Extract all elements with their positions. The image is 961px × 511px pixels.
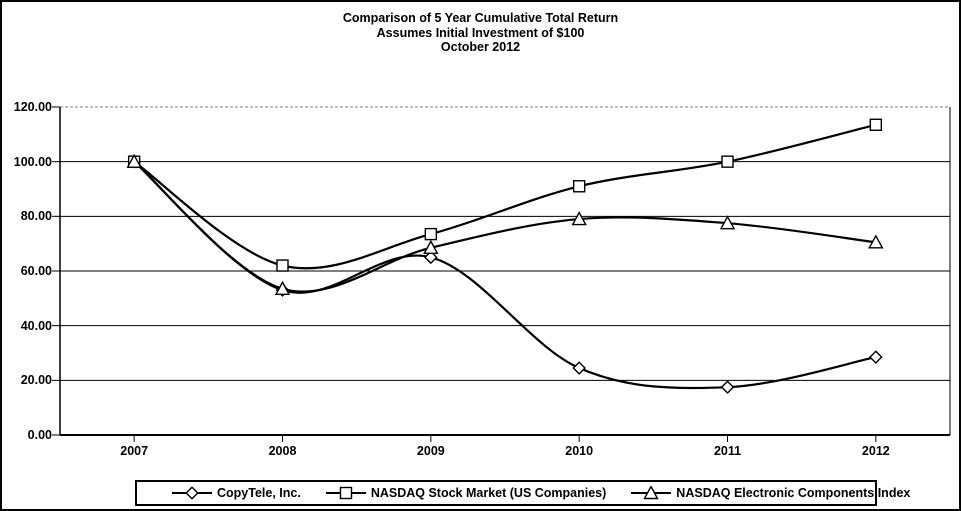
data-point-marker bbox=[274, 280, 291, 295]
series-line bbox=[133, 160, 876, 293]
chart-title-line2: Assumes Initial Investment of $100 bbox=[376, 25, 585, 40]
data-point-marker bbox=[571, 211, 587, 226]
y-axis-label: 80.00 bbox=[20, 209, 52, 224]
data-point-marker bbox=[868, 234, 884, 249]
y-axis-label: 20.00 bbox=[20, 373, 52, 388]
chart-title: Comparison of 5 Year Cumulative Total Re… bbox=[2, 11, 959, 55]
series-square bbox=[127, 118, 883, 272]
series-diamond bbox=[127, 154, 883, 394]
legend-diamond-icon bbox=[172, 486, 212, 500]
chart-title-line1: Comparison of 5 Year Cumulative Total Re… bbox=[342, 11, 619, 25]
data-point-marker bbox=[572, 361, 586, 375]
chart-title-line3: October 2012 bbox=[440, 40, 521, 54]
legend-item: NASDAQ Electronic Components Index bbox=[629, 486, 910, 500]
series-triangle bbox=[126, 153, 884, 295]
x-axis-label: 2007 bbox=[120, 444, 149, 458]
data-point-marker bbox=[869, 350, 883, 364]
legend-item: CopyTele, Inc. bbox=[170, 486, 301, 500]
legend-marker bbox=[643, 486, 659, 500]
y-axis-label: 100.00 bbox=[13, 154, 52, 169]
legend-marker bbox=[185, 486, 199, 500]
data-point-marker bbox=[423, 239, 439, 254]
series-line bbox=[133, 160, 877, 390]
data-point-marker bbox=[126, 153, 142, 168]
data-point-marker bbox=[720, 380, 735, 394]
y-axis-label: 40.00 bbox=[20, 318, 52, 333]
x-axis-label: 2010 bbox=[565, 444, 594, 458]
y-axis-label: 120.00 bbox=[13, 100, 52, 114]
y-axis-label: 60.00 bbox=[20, 264, 52, 278]
x-axis-label: 2012 bbox=[861, 444, 890, 458]
legend-label: NASDAQ Stock Market (US Companies) bbox=[370, 486, 607, 500]
x-axis-label: 2008 bbox=[268, 444, 297, 458]
legend-square-icon bbox=[325, 486, 366, 500]
series-line bbox=[133, 123, 877, 270]
data-point-marker bbox=[869, 118, 883, 131]
data-point-marker bbox=[721, 155, 734, 168]
legend-label: NASDAQ Electronic Components Index bbox=[676, 486, 911, 500]
data-point-marker bbox=[719, 215, 736, 230]
data-point-marker bbox=[424, 250, 438, 265]
legend-marker bbox=[339, 486, 353, 500]
x-axis-label: 2009 bbox=[416, 444, 445, 458]
data-point-marker bbox=[276, 259, 289, 272]
data-point-marker bbox=[424, 227, 438, 241]
legend-label: CopyTele, Inc. bbox=[217, 486, 301, 500]
legend-item: NASDAQ Stock Market (US Companies) bbox=[324, 486, 606, 500]
legend-triangle-icon bbox=[631, 486, 672, 500]
legend: CopyTele, Inc. NASDAQ Stock Market (US Co… bbox=[135, 480, 910, 506]
x-axis-label: 2011 bbox=[713, 444, 742, 458]
data-point-marker bbox=[572, 180, 586, 193]
y-axis-label: 0.00 bbox=[27, 428, 52, 442]
